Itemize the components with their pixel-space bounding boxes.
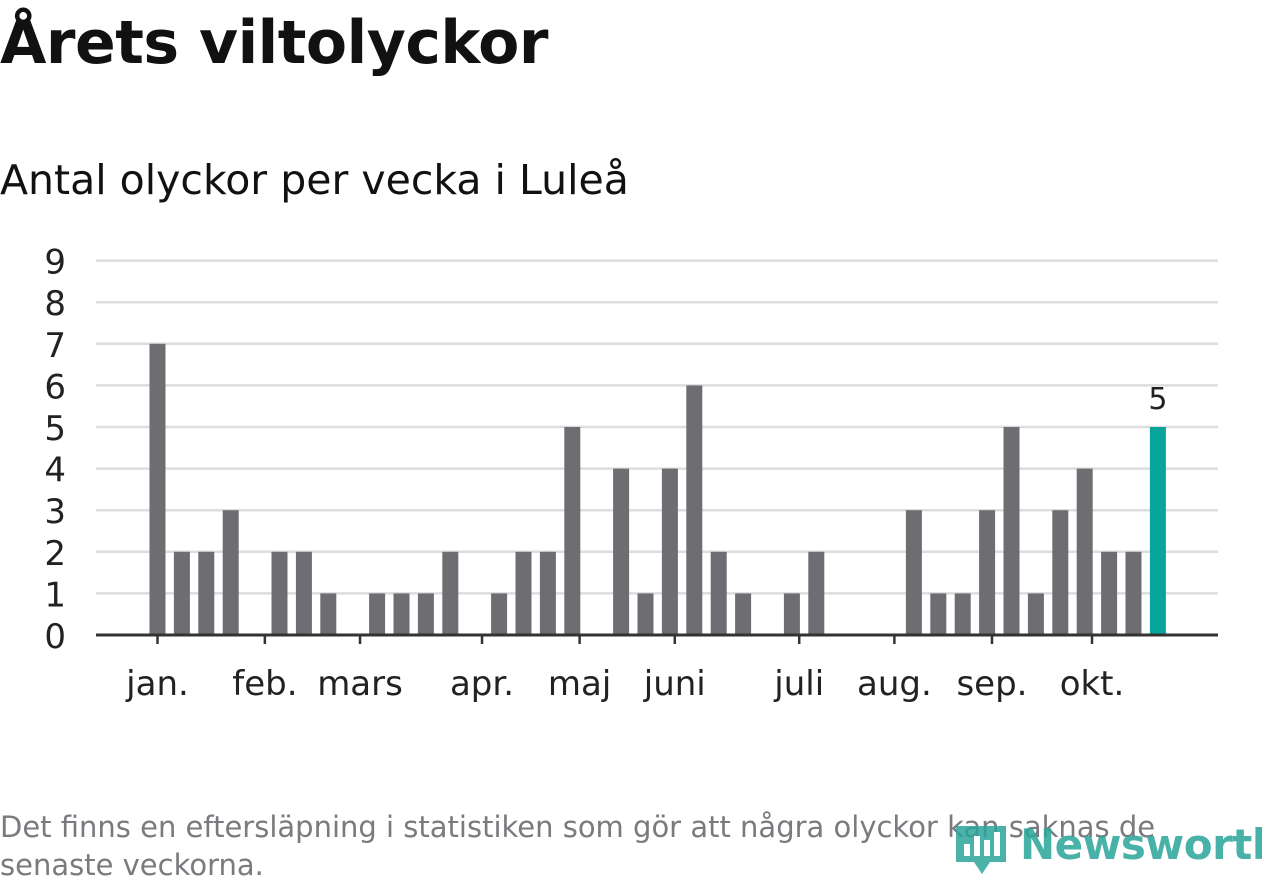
y-tick-label: 1 [44,575,66,615]
newsworthy-logo: Newsworthy [950,820,1262,879]
x-tick-label: juli [773,664,824,704]
bar [564,427,581,635]
bar [637,593,654,635]
y-tick-label: 9 [44,243,66,283]
data-label: 5 [1148,382,1167,417]
bar [735,593,752,635]
bar [686,385,703,635]
bar [491,593,508,635]
bar [369,593,386,635]
x-tick-label: okt. [1060,664,1125,704]
bar [979,510,996,635]
bar [149,343,166,635]
bar [1101,551,1118,635]
bar [417,593,434,635]
bar [710,551,727,635]
bar [173,551,190,635]
x-tick-label: maj [548,664,611,704]
bar [1003,427,1020,635]
bar [515,551,532,635]
bar [808,551,825,635]
x-tick-label: aug. [857,664,932,704]
bar [442,551,459,635]
y-tick-label: 8 [44,284,66,324]
chart-title: Årets viltolyckor [0,8,549,78]
bar [393,593,410,635]
bar [930,593,947,635]
y-tick-label: 5 [44,409,66,449]
newsworthy-logo-icon [956,826,1006,874]
bar [1027,593,1044,635]
x-tick-label: juni [643,664,706,704]
bar [1052,510,1069,635]
x-tick-label: feb. [232,664,297,704]
x-tick-label: jan. [125,664,189,704]
y-tick-label: 6 [44,367,66,407]
y-tick-label: 0 [44,617,66,657]
bar-highlight [1149,427,1166,635]
x-tick-label: mars [317,664,403,704]
y-tick-label: 2 [44,534,66,574]
x-tick-label: apr. [450,664,514,704]
bar [661,468,678,635]
y-tick-label: 4 [44,451,66,491]
bar [198,551,215,635]
bar [1076,468,1093,635]
chart-subtitle: Antal olyckor per vecka i Luleå [0,156,629,204]
bar [954,593,971,635]
bar [1125,551,1142,635]
logo-text: Newsworthy [1020,820,1262,869]
bar [539,551,556,635]
bar [783,593,800,635]
bar [271,551,288,635]
bar [905,510,922,635]
bar [320,593,337,635]
bar [295,551,312,635]
bar [613,468,630,635]
x-tick-label: sep. [956,664,1027,704]
y-tick-label: 7 [44,326,66,366]
bar [222,510,239,635]
y-tick-label: 3 [44,492,66,532]
